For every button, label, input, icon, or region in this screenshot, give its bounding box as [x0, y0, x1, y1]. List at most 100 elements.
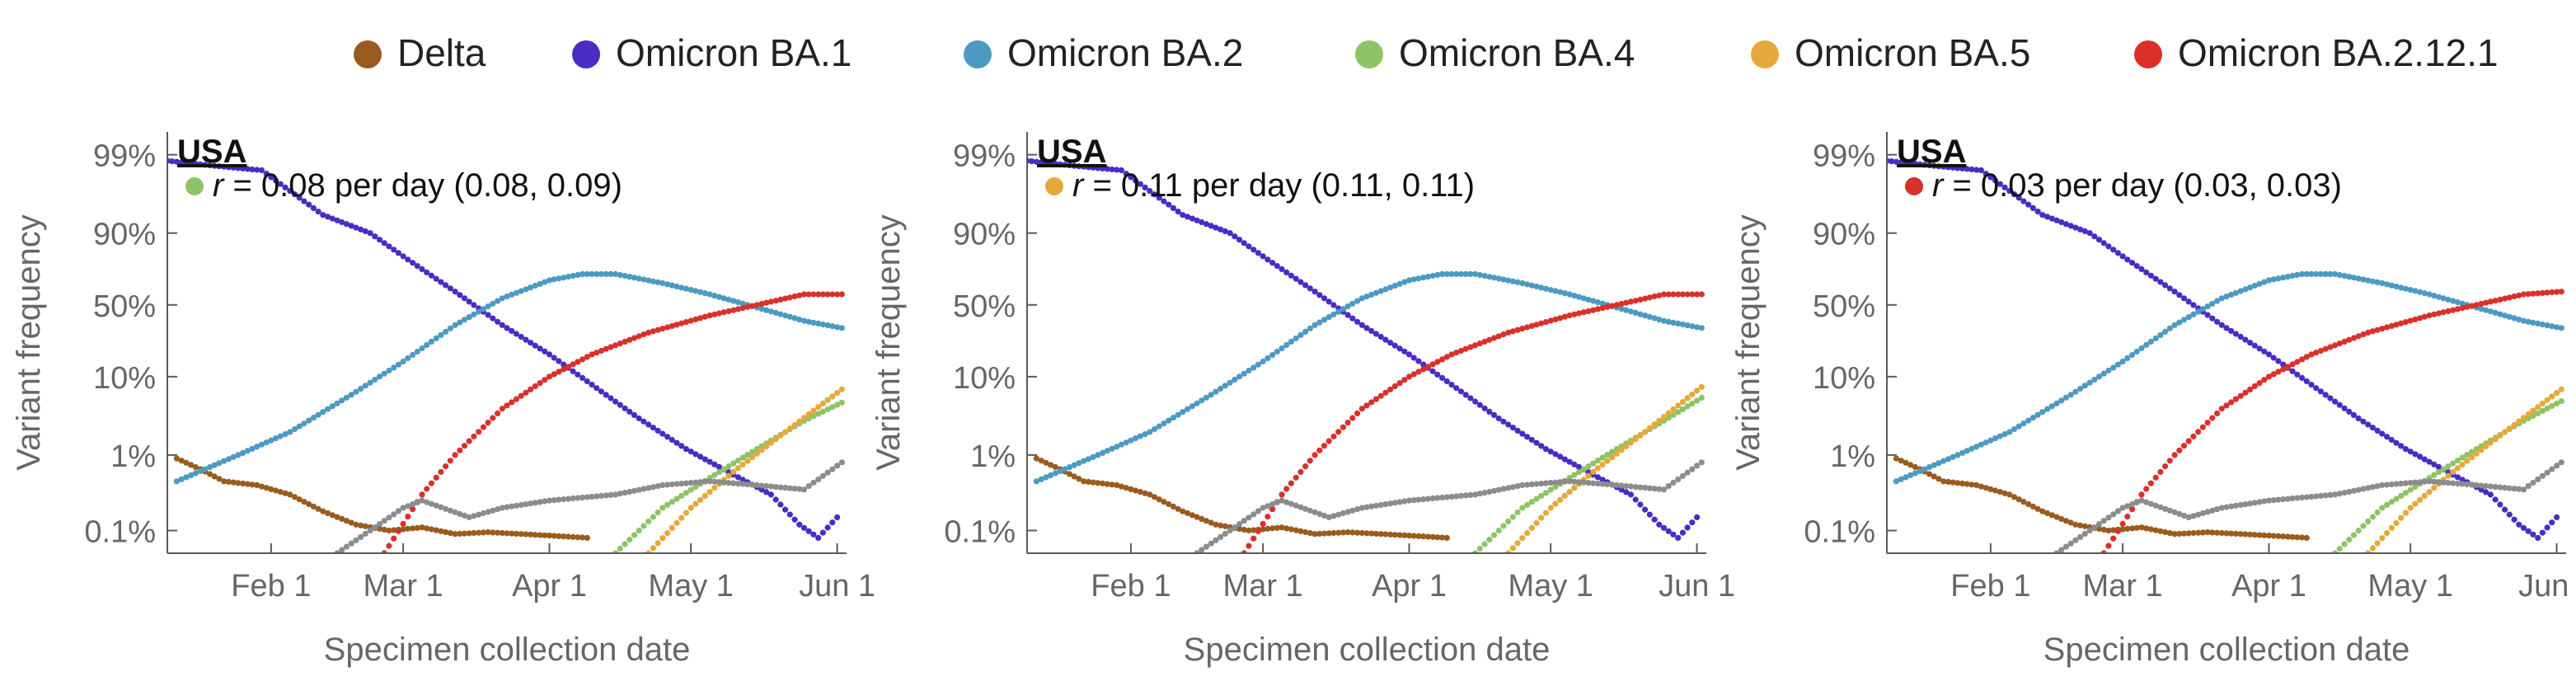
data-point [1405, 351, 1413, 358]
data-point [1218, 533, 1224, 541]
data-point [1694, 387, 1701, 394]
data-point [532, 383, 538, 390]
data-point [1457, 388, 1464, 395]
data-point [1391, 383, 1398, 390]
data-point [2459, 461, 2466, 468]
data-point [2520, 524, 2527, 531]
data-point [1199, 515, 1205, 523]
data-point [1557, 289, 1564, 295]
data-point [2072, 388, 2079, 395]
data-point [2110, 511, 2117, 518]
data-point [2190, 433, 2197, 440]
data-point [376, 525, 383, 533]
data-point [1679, 398, 1686, 406]
data-point [443, 328, 449, 335]
y-axis-label: Variant frequency [11, 214, 47, 471]
data-point [329, 512, 335, 519]
data-point [2497, 484, 2503, 491]
data-point [2549, 402, 2555, 409]
data-point [438, 279, 444, 285]
data-point [2469, 454, 2475, 461]
data-point [664, 281, 671, 288]
data-point [2530, 290, 2536, 297]
data-point [683, 480, 690, 486]
data-point [254, 481, 260, 489]
data-point [197, 161, 204, 167]
data-point [447, 285, 453, 292]
data-point [1973, 167, 1980, 173]
data-point [1609, 449, 1616, 455]
data-point [551, 533, 557, 539]
legend-marker [2134, 40, 2162, 68]
data-point [1547, 317, 1554, 324]
data-point [2554, 390, 2560, 397]
data-point [570, 361, 576, 368]
data-point [381, 370, 387, 377]
data-point [2067, 223, 2074, 229]
data-point [2393, 519, 2400, 526]
data-point [1029, 158, 1035, 165]
data-point [692, 500, 699, 507]
data-point [188, 462, 195, 468]
data-point [2398, 481, 2405, 487]
data-point [701, 478, 708, 485]
data-point [734, 306, 742, 312]
data-point [2554, 289, 2560, 295]
data-point [1250, 527, 1257, 533]
data-point [2223, 402, 2230, 409]
data-point [362, 530, 368, 538]
data-point [2332, 270, 2339, 277]
data-point [1321, 530, 1328, 537]
data-point [1637, 311, 1644, 317]
data-point [2407, 486, 2414, 493]
data-point [786, 425, 793, 432]
data-point [1528, 481, 1535, 488]
rate-annotation: r = 0.08 per day (0.08, 0.09) [185, 167, 622, 204]
data-point [2549, 519, 2555, 526]
data-point [1033, 478, 1039, 485]
data-point [561, 361, 567, 368]
data-point [1684, 322, 1691, 329]
data-point [617, 491, 623, 497]
data-point [2558, 325, 2564, 331]
data-point [1439, 270, 1446, 277]
data-point [211, 473, 218, 480]
data-point [1410, 533, 1417, 539]
data-point [2308, 493, 2315, 500]
data-point [1594, 299, 1601, 306]
legend: Delta Omicron BA.1 Omicron BA.2 Omicron BA.… [354, 31, 2499, 74]
data-point [1326, 530, 1332, 537]
data-point [1646, 313, 1653, 320]
data-point [1931, 473, 1937, 480]
data-point [395, 250, 401, 256]
data-point [701, 492, 708, 500]
data-point [1524, 324, 1531, 331]
data-point [763, 489, 770, 495]
data-point [1062, 466, 1068, 472]
data-point [1288, 526, 1294, 533]
data-point [1227, 230, 1233, 237]
data-point [1467, 344, 1474, 350]
data-point [1114, 444, 1120, 450]
data-point [1246, 527, 1252, 534]
data-point [697, 289, 704, 295]
data-point [2058, 397, 2065, 404]
data-point [1283, 486, 1290, 492]
data-point [2081, 530, 2088, 538]
data-point [263, 439, 270, 446]
data-point [650, 545, 657, 552]
data-point [824, 397, 831, 403]
data-point [2162, 528, 2169, 536]
data-point [2006, 188, 2013, 195]
data-point [419, 265, 425, 273]
data-point [1391, 342, 1398, 349]
data-point [2332, 550, 2339, 552]
data-point [2535, 320, 2541, 326]
data-point [579, 494, 586, 501]
data-point [2516, 521, 2522, 528]
data-point [225, 478, 232, 486]
data-point [645, 421, 652, 428]
data-point [1269, 525, 1276, 532]
data-point [1675, 291, 1682, 298]
